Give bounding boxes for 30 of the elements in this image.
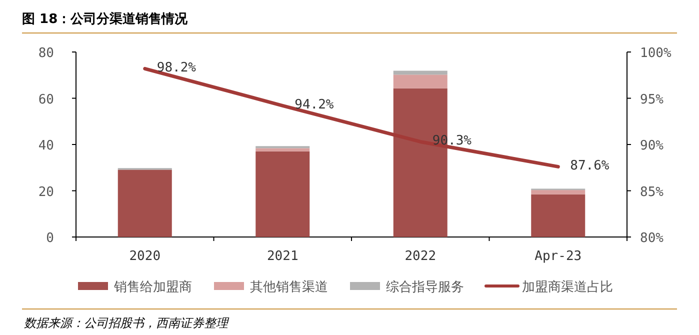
bar xyxy=(256,151,310,237)
bar xyxy=(531,190,586,194)
x-tick-label: 2021 xyxy=(266,249,298,264)
y2-tick-label: 85% xyxy=(640,184,664,200)
bar xyxy=(256,148,310,152)
data-label: 87.6% xyxy=(570,158,610,174)
x-tick-label: Apr-23 xyxy=(534,249,582,264)
y2-tick-label: 100% xyxy=(640,46,672,61)
y-tick-label: 20 xyxy=(38,184,54,200)
legend-label: 其他销售渠道 xyxy=(250,280,328,295)
source-note: 数据来源：公司招股书，西南证券整理 xyxy=(24,316,230,330)
bar xyxy=(393,74,448,88)
legend-label: 加盟商渠道占比 xyxy=(522,280,613,295)
y2-tick-label: 90% xyxy=(640,138,664,154)
legend-label: 综合指导服务 xyxy=(386,280,464,295)
y-tick-label: 80 xyxy=(38,46,54,61)
legend-label: 销售给加盟商 xyxy=(113,280,192,295)
y-tick-label: 0 xyxy=(46,231,54,246)
x-tick-label: 2022 xyxy=(404,249,436,264)
y2-tick-label: 80% xyxy=(640,231,664,246)
data-label: 98.2% xyxy=(156,60,196,76)
x-tick-label: 2020 xyxy=(129,249,161,264)
bar xyxy=(118,170,172,237)
y-tick-label: 60 xyxy=(38,92,54,108)
bar xyxy=(531,194,586,237)
data-label: 94.2% xyxy=(294,98,334,113)
y-tick-label: 40 xyxy=(38,138,54,154)
bar xyxy=(393,70,448,75)
y2-tick-label: 95% xyxy=(640,92,664,108)
chart-title: 图 18：公司分渠道销售情况 xyxy=(22,11,189,27)
